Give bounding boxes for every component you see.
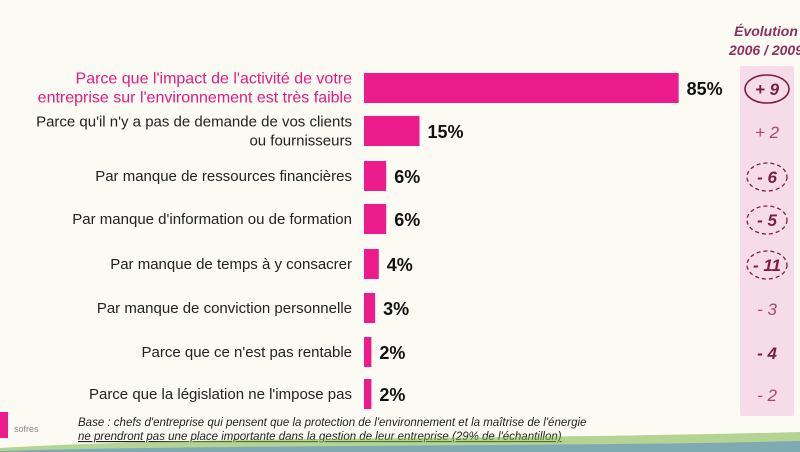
value-label: 3% (383, 299, 409, 319)
value-label: 85% (687, 79, 723, 99)
value-label: 6% (394, 167, 420, 187)
category-label: Par manque d'information ou de formation (72, 211, 352, 228)
evolution-circle (746, 162, 788, 192)
evolution-circle (744, 74, 790, 104)
bar (364, 204, 387, 234)
chart-row: Par manque de temps à y consacrer 4% - 11 (110, 249, 788, 280)
evolution-title-line2: 2006 / 2009 (728, 42, 800, 58)
evolution-title-line1: Évolution (734, 23, 798, 39)
value-label: 2% (379, 385, 405, 405)
chart-row: Parce que la législation ne l'impose pas… (89, 379, 777, 409)
category-label: Par manque de ressources financières (95, 168, 352, 185)
category-label: Par manque de temps à y consacrer (110, 256, 352, 273)
bar (364, 73, 679, 103)
evolution-value: + 2 (755, 123, 780, 142)
evolution-value: - 2 (757, 386, 777, 405)
evolution-circle (746, 205, 788, 235)
evolution-panel (740, 66, 794, 416)
value-label: 4% (387, 255, 413, 275)
evolution-value: - 11 (753, 256, 781, 275)
evolution-value: - 3 (757, 300, 777, 319)
chart-row: Parce qu'il n'y a pas de demande de vos … (36, 114, 780, 150)
logo-mark (0, 412, 8, 438)
logo-text: sofres (14, 424, 39, 434)
footnote-line1: Base : chefs d'entreprise qui pensent qu… (78, 417, 586, 429)
category-label: Parce que la législation ne l'impose pas (89, 386, 352, 403)
bar (364, 337, 372, 367)
bar (364, 293, 376, 323)
bar (364, 249, 379, 279)
evolution-value: + 9 (755, 80, 780, 99)
value-label: 6% (394, 210, 420, 230)
bar (364, 379, 372, 409)
chart-row: Par manque d'information ou de formation… (72, 204, 788, 235)
category-label: Par manque de conviction personnelle (97, 300, 352, 317)
category-label: entreprise sur l'environnement est très … (38, 90, 352, 107)
evolution-value: - 4 (757, 344, 777, 363)
category-label: ou fournisseurs (249, 133, 352, 150)
evolution-value: - 5 (757, 211, 777, 230)
chart-row: Par manque de ressources financières 6% - … (95, 161, 788, 192)
decorative-swoosh-blue (0, 441, 800, 452)
category-label: Parce qu'il n'y a pas de demande de vos … (36, 114, 352, 131)
value-label: 2% (379, 343, 405, 363)
category-label: Parce que l'impact de l'activité de votr… (76, 71, 353, 88)
evolution-circle (746, 250, 788, 280)
value-label: 15% (428, 122, 464, 142)
chart-row: Par manque de conviction personnelle 3% - … (97, 293, 777, 323)
chart-row: Parce que ce n'est pas rentable 2% - 4 (142, 337, 777, 367)
category-label: Parce que ce n'est pas rentable (142, 344, 353, 361)
bar (364, 116, 420, 146)
evolution-value: - 6 (757, 168, 777, 187)
chart-row: Parce que l'impact de l'activité de votr… (38, 71, 790, 107)
bar (364, 161, 387, 191)
